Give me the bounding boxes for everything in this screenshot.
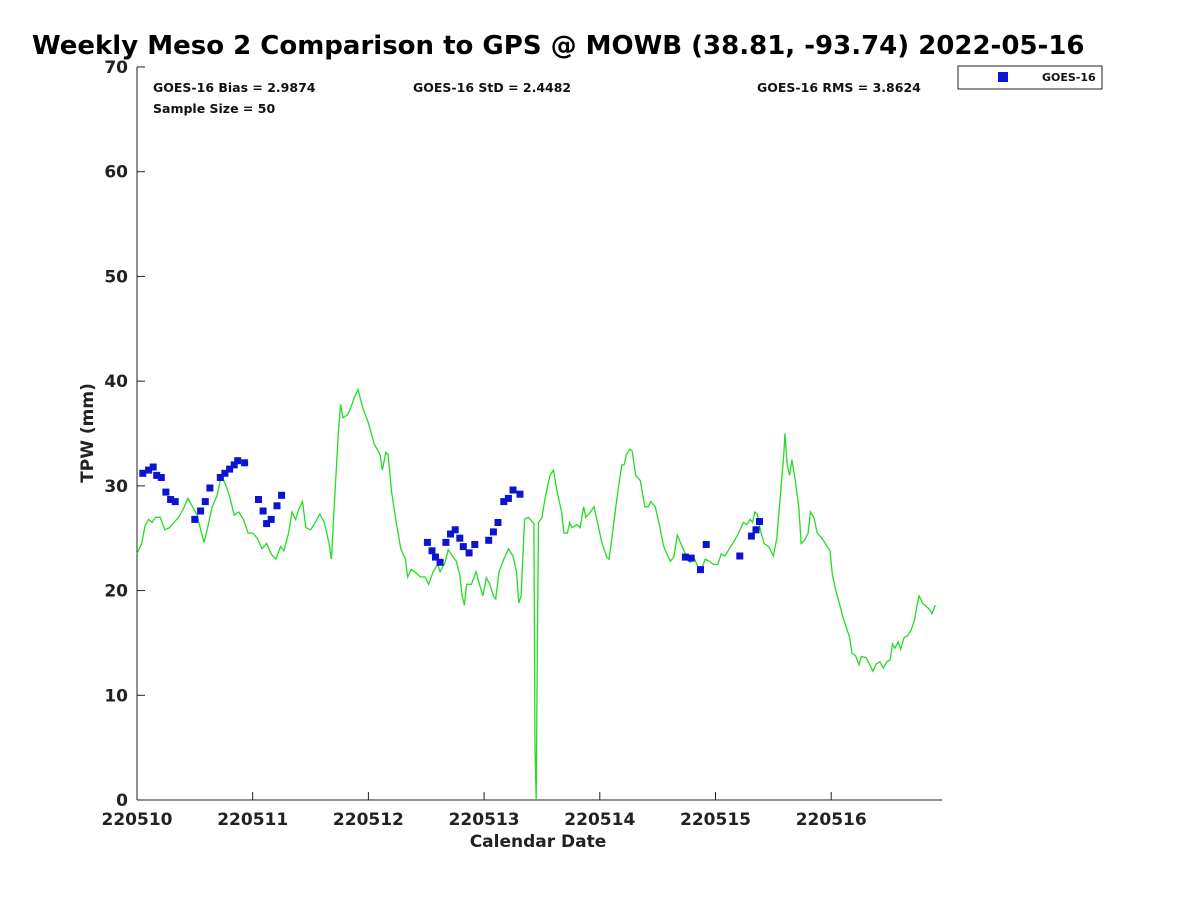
goes16-data-point (139, 469, 147, 477)
chart-title: Weekly Meso 2 Comparison to GPS @ MOWB (… (32, 31, 1085, 61)
goes16-data-point (697, 566, 704, 574)
goes16-data-point (456, 534, 464, 542)
goes16-data-point (230, 461, 238, 469)
y-tick-label: 10 (104, 686, 128, 706)
goes16-data-point (471, 541, 479, 548)
x-axis-label: Calendar Date (470, 832, 607, 852)
goes16-data-point (516, 490, 524, 498)
goes16-data-point (162, 488, 170, 496)
goes16-data-point (494, 519, 502, 526)
goes16-data-point (747, 532, 755, 540)
goes16-data-point (489, 528, 497, 536)
goes16-data-point (259, 507, 267, 515)
y-tick-label: 30 (104, 477, 128, 497)
x-tick-label: 220516 (796, 810, 867, 830)
goes16-data-point (171, 498, 179, 506)
gps-tpw-line (136, 387, 936, 801)
legend-label-goes16: GOES-16 (1042, 71, 1096, 84)
goes16-data-point (206, 484, 214, 492)
goes16-data-point (167, 496, 175, 503)
goes16-data-point (485, 536, 493, 544)
legend: GOES-16 (957, 65, 1103, 90)
x-axis-ticks: 220510 220511 220512 220513 220514 220515 2205… (102, 792, 867, 830)
goes16-data-point (681, 553, 689, 561)
goes16-data-point (201, 498, 209, 506)
goes16-data-point (687, 554, 695, 562)
goes16-data-point (216, 474, 224, 481)
goes16-data-point (191, 515, 199, 523)
goes16-data-point (752, 526, 760, 534)
x-tick-label: 220512 (333, 810, 404, 830)
goes16-data-point (702, 541, 710, 548)
goes16-data-point (197, 507, 205, 515)
goes16-data-point (500, 498, 508, 506)
goes16-data-point (442, 538, 450, 546)
goes16-data-point (226, 465, 234, 473)
goes16-data-point (278, 491, 286, 499)
y-axis-label: TPW (mm) (78, 383, 98, 483)
rms-stat: GOES-16 RMS = 3.8624 (757, 80, 921, 95)
bias-stat: GOES-16 Bias = 2.9874 (153, 80, 316, 95)
goes16-data-point (263, 520, 271, 528)
y-tick-label: 0 (116, 791, 128, 811)
x-tick-label: 220511 (217, 810, 288, 830)
goes16-data-point (432, 553, 439, 561)
y-tick-label: 20 (104, 582, 128, 602)
goes16-data-point (436, 558, 444, 566)
goes16-data-point (736, 552, 744, 560)
goes16-data-point (234, 457, 242, 465)
goes16-data-point (241, 459, 249, 467)
std-stat: GOES-16 StD = 2.4482 (413, 80, 571, 95)
goes16-data-point (451, 526, 459, 534)
x-tick-label: 220510 (102, 810, 173, 830)
x-tick-label: 220515 (680, 810, 751, 830)
goes16-data-point (428, 547, 436, 555)
y-axis-ticks: 0 10 20 30 40 50 60 70 (104, 58, 145, 811)
x-tick-label: 220513 (449, 810, 520, 830)
goes16-data-point (423, 538, 431, 546)
goes16-data-point (255, 496, 262, 503)
x-tick-label: 220514 (564, 810, 635, 830)
goes16-data-point (157, 474, 165, 481)
goes16-data-point (273, 502, 281, 510)
goes16-data-point (221, 469, 229, 477)
y-tick-label: 40 (104, 372, 128, 392)
goes16-data-point (153, 471, 161, 479)
legend-box (957, 65, 1103, 90)
goes16-data-point (145, 466, 153, 474)
legend-marker-goes16 (998, 72, 1008, 82)
data-series-layer (136, 387, 936, 801)
sample-size-stat: Sample Size = 50 (153, 101, 275, 116)
goes16-data-point (756, 518, 763, 525)
y-tick-label: 50 (104, 267, 128, 287)
goes16-data-point (447, 530, 454, 538)
goes16-data-point (504, 494, 512, 502)
goes16-data-point (267, 515, 275, 523)
y-tick-label: 60 (104, 163, 128, 183)
goes16-data-point (149, 463, 157, 471)
goes16-data-point (465, 549, 473, 557)
goes16-data-point (459, 543, 467, 551)
goes16-data-point (509, 486, 517, 494)
y-tick-label: 70 (104, 58, 128, 78)
